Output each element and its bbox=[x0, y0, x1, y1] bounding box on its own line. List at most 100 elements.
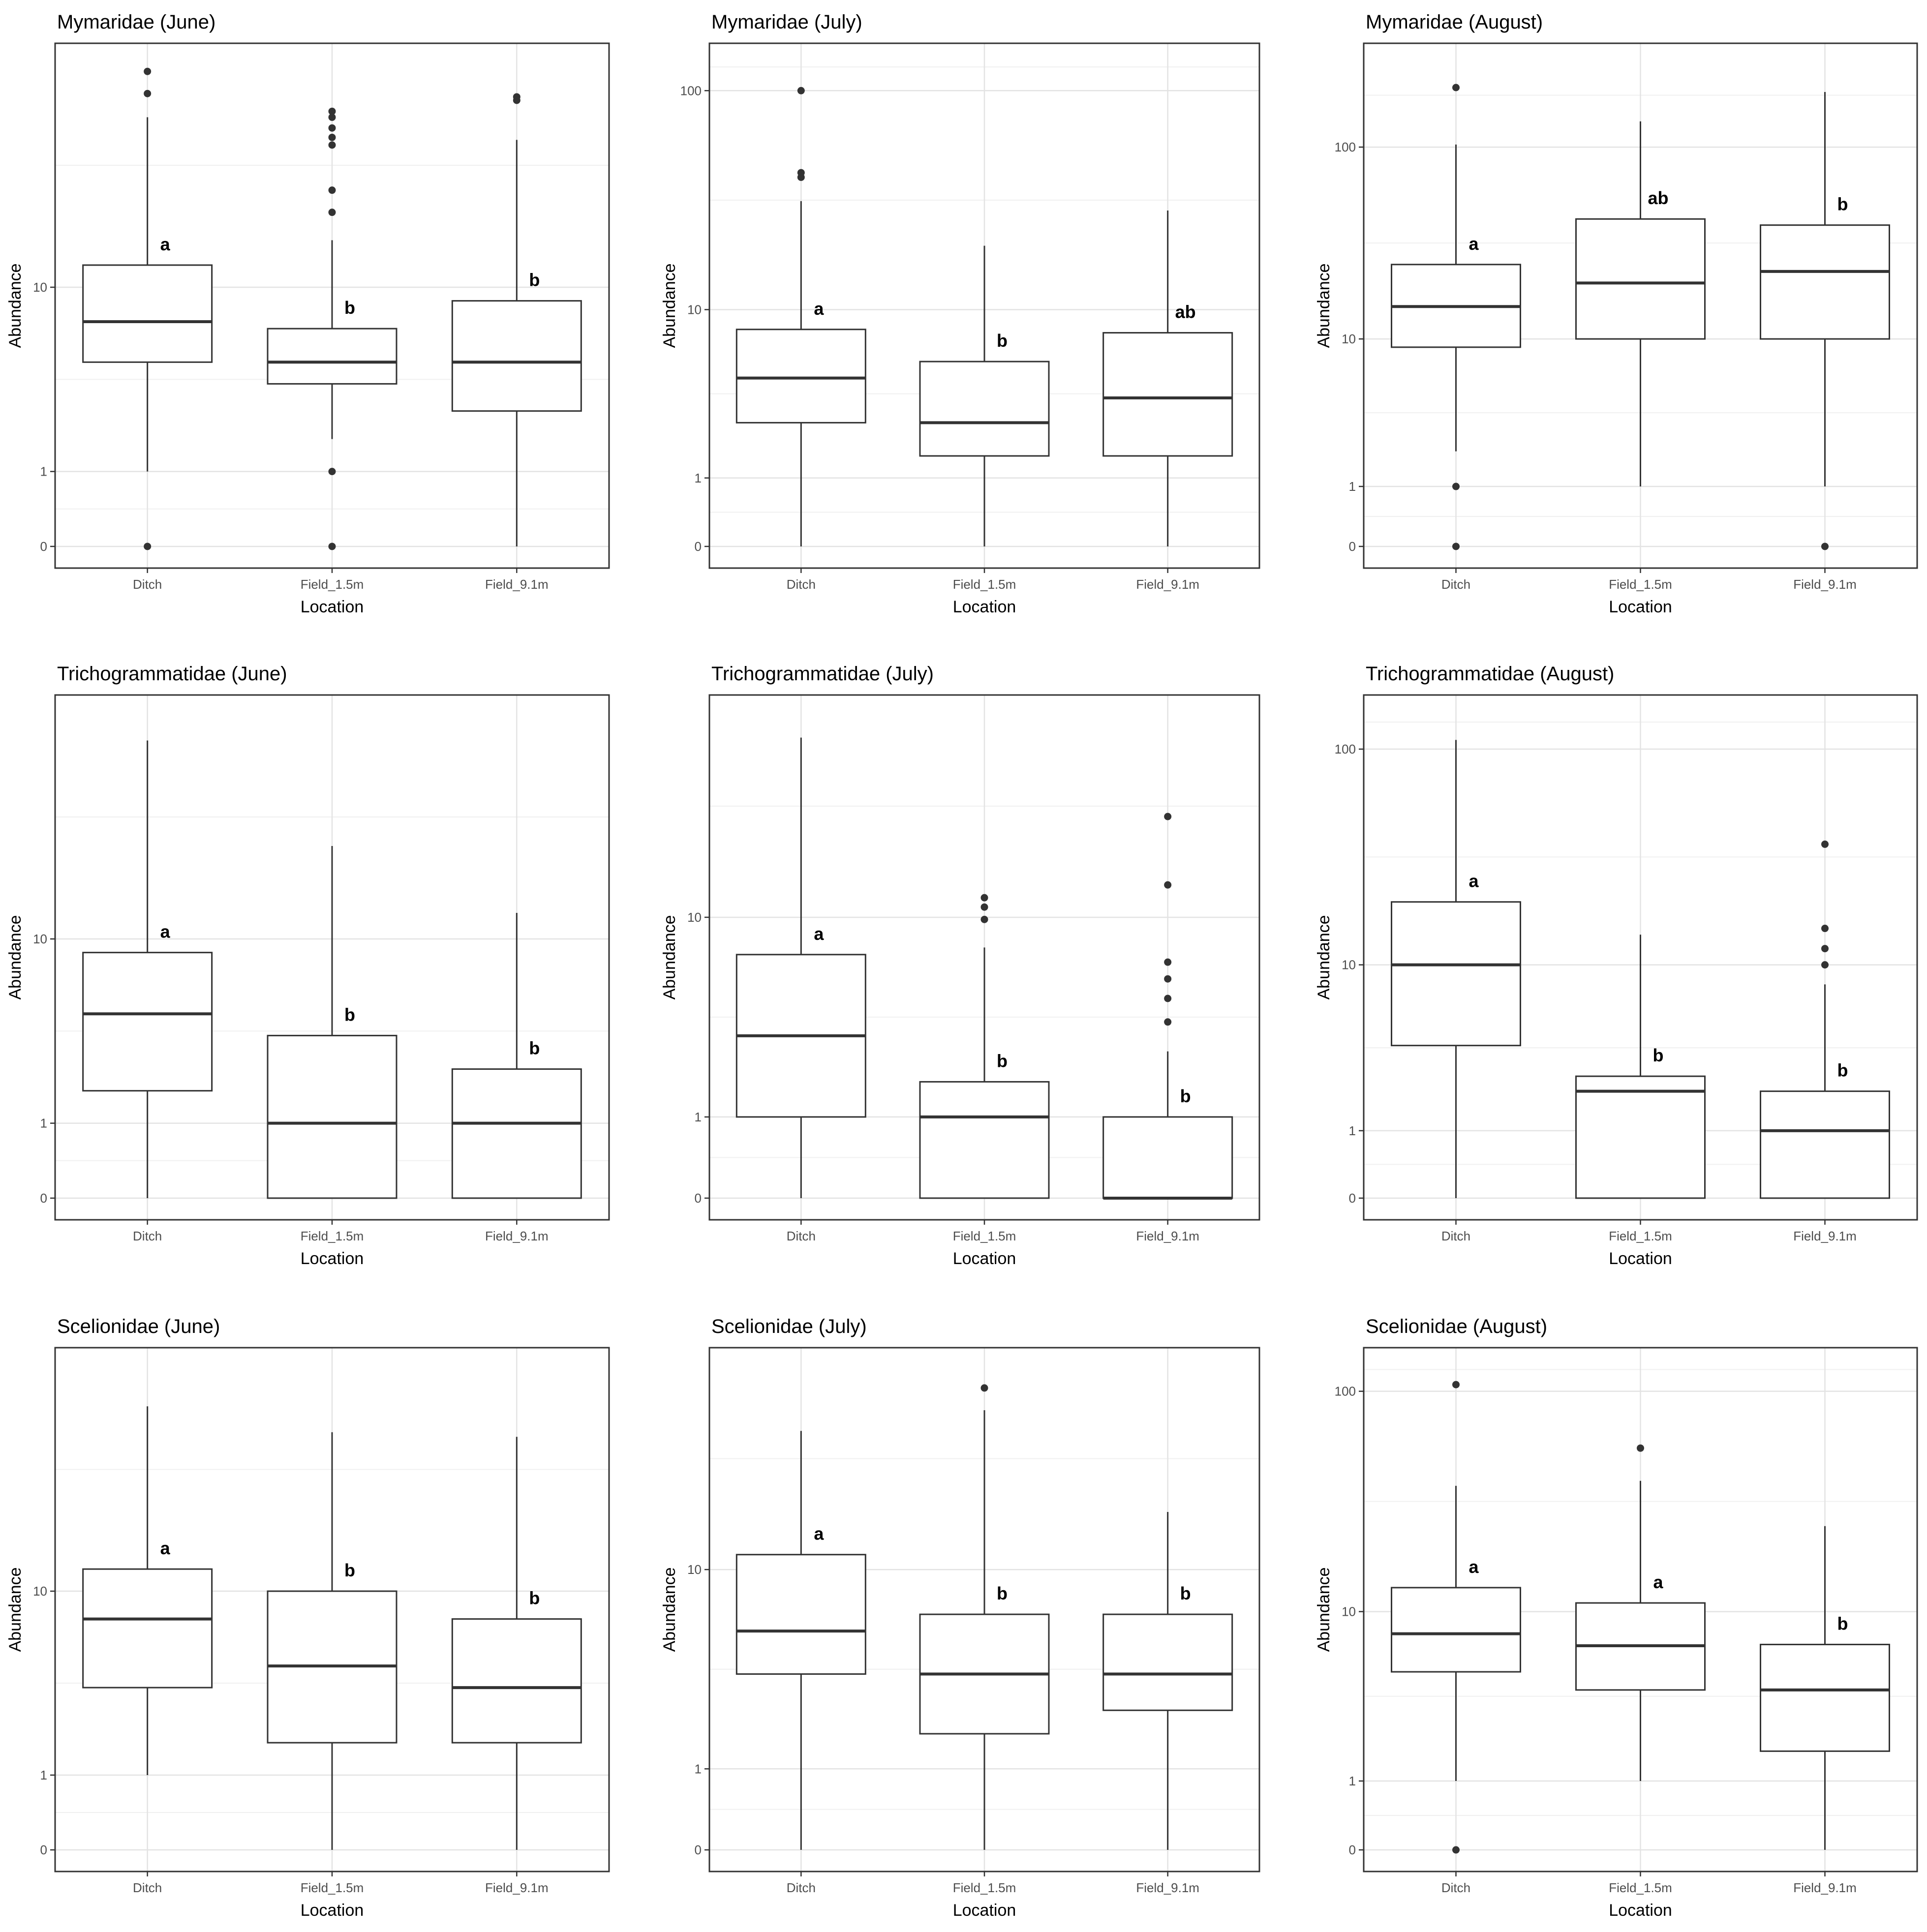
y-tick-label: 1 bbox=[40, 464, 47, 479]
y-tick-label: 1 bbox=[1349, 479, 1356, 494]
outlier-point bbox=[1821, 840, 1829, 848]
x-axis-title: Location bbox=[953, 598, 1016, 616]
outlier-point bbox=[1164, 1018, 1172, 1026]
significance-letter: b bbox=[344, 298, 355, 318]
panel-title: Trichogrammatidae (June) bbox=[57, 663, 287, 685]
y-tick-label: 1 bbox=[695, 471, 702, 485]
x-axis-title: Location bbox=[1609, 1249, 1672, 1268]
panel-trichogrammatidae-august: a b b 0 1 10 100 Ditch Field_1.5m Field_9.1m Trich… bbox=[1315, 663, 1918, 1268]
y-tick-label: 0 bbox=[1349, 1191, 1356, 1206]
outlier-point bbox=[797, 169, 805, 177]
iqr-box bbox=[451, 1618, 582, 1744]
outlier-point bbox=[1164, 995, 1172, 1002]
outlier-point bbox=[144, 67, 152, 75]
outlier-point bbox=[1164, 975, 1172, 983]
outlier-point bbox=[328, 107, 336, 115]
outlier-point bbox=[1821, 945, 1829, 953]
box-ditch: a bbox=[1391, 1381, 1521, 1854]
significance-letter: a bbox=[160, 234, 171, 254]
iqr-box bbox=[1102, 332, 1233, 457]
iqr-box bbox=[451, 300, 582, 412]
iqr-box bbox=[1760, 1090, 1890, 1199]
significance-letter: b bbox=[1837, 194, 1848, 214]
box-field-1-5m: b bbox=[267, 1432, 398, 1850]
significance-letter: b bbox=[1837, 1613, 1848, 1633]
x-tick-label: Field_1.5m bbox=[1609, 577, 1672, 592]
significance-letter: a bbox=[814, 1524, 824, 1544]
box-ditch: a bbox=[735, 1431, 866, 1850]
significance-letter: a bbox=[814, 299, 824, 319]
x-axis-title: Location bbox=[301, 1901, 364, 1920]
box-field-9-1m: ab bbox=[1102, 211, 1233, 546]
x-axis-title: Location bbox=[1609, 1901, 1672, 1920]
iqr-box bbox=[1575, 218, 1706, 340]
y-tick-label: 1 bbox=[1349, 1774, 1356, 1788]
iqr-box bbox=[1391, 1587, 1521, 1673]
x-tick-label: Field_9.1m bbox=[1793, 577, 1857, 592]
y-tick-label: 10 bbox=[33, 280, 47, 295]
significance-letter: a bbox=[160, 1538, 171, 1558]
significance-letter: b bbox=[1180, 1583, 1191, 1603]
outlier-point bbox=[144, 90, 152, 97]
outlier-point bbox=[1452, 1846, 1460, 1854]
panel-trichogrammatidae-july: a b b 0 1 10 Ditch Field_1.5m Field_9.1m Trichogr… bbox=[660, 663, 1260, 1268]
y-tick-label: 10 bbox=[1342, 1604, 1356, 1619]
y-axis-title: Abundance bbox=[660, 263, 679, 348]
x-tick-label: Field_9.1m bbox=[1793, 1880, 1857, 1895]
x-tick-label: Ditch bbox=[1441, 1229, 1470, 1243]
box-field-1-5m: b bbox=[1575, 935, 1706, 1199]
iqr-box bbox=[451, 1068, 582, 1199]
box-field-9-1m: b bbox=[1760, 91, 1890, 550]
outlier-point bbox=[980, 903, 988, 911]
box-field-9-1m: b bbox=[1760, 840, 1890, 1199]
significance-letter: b bbox=[529, 1038, 540, 1058]
significance-letter: a bbox=[1468, 1557, 1479, 1577]
panel-mymaridae-june: a b b 0 1 10 Ditch Field_1.5m Field_9.1m Mymarida… bbox=[6, 11, 610, 616]
x-axis-title: Location bbox=[1609, 598, 1672, 616]
x-tick-label: Ditch bbox=[787, 1880, 816, 1895]
outlier-point bbox=[1821, 925, 1829, 933]
outlier-point bbox=[328, 133, 336, 141]
outlier-point bbox=[1452, 543, 1460, 550]
significance-letter: a bbox=[814, 924, 824, 944]
significance-letter: a bbox=[160, 922, 171, 942]
significance-letter: b bbox=[1837, 1060, 1848, 1081]
outlier-point bbox=[328, 209, 336, 216]
y-axis-title: Abundance bbox=[6, 1567, 25, 1652]
x-tick-label: Field_9.1m bbox=[485, 1229, 549, 1243]
x-tick-label: Field_9.1m bbox=[485, 1880, 549, 1895]
y-tick-label: 1 bbox=[40, 1768, 47, 1782]
box-field-1-5m: b bbox=[267, 107, 398, 550]
y-tick-label: 10 bbox=[1342, 332, 1356, 346]
iqr-box bbox=[82, 1568, 213, 1689]
x-tick-label: Field_1.5m bbox=[1609, 1880, 1672, 1895]
outlier-point bbox=[1821, 961, 1829, 969]
outlier-point bbox=[980, 1384, 988, 1392]
box-ditch: a bbox=[82, 740, 213, 1198]
significance-letter: b bbox=[344, 1560, 355, 1580]
box-field-1-5m: a bbox=[1575, 1444, 1706, 1781]
x-tick-label: Field_1.5m bbox=[301, 1880, 364, 1895]
panel-title: Mymaridae (July) bbox=[711, 11, 862, 33]
iqr-box bbox=[267, 328, 398, 385]
x-tick-label: Field_1.5m bbox=[953, 577, 1016, 592]
box-field-1-5m: b bbox=[919, 894, 1050, 1199]
box-field-9-1m: b bbox=[451, 1437, 582, 1850]
y-tick-label: 0 bbox=[40, 539, 47, 554]
y-tick-label: 0 bbox=[695, 1842, 702, 1857]
box-ditch: a bbox=[1391, 740, 1521, 1198]
outlier-point bbox=[328, 186, 336, 194]
box-field-9-1m: b bbox=[1102, 1512, 1233, 1850]
panel-scelionidae-august: a a b 0 1 10 100 Ditch Field_1.5m Field_9.1m Sceli… bbox=[1315, 1316, 1918, 1920]
outlier-point bbox=[797, 87, 805, 94]
y-tick-label: 100 bbox=[1335, 140, 1356, 154]
box-field-1-5m: ab bbox=[1575, 121, 1706, 487]
outlier-point bbox=[328, 468, 336, 476]
significance-letter: b bbox=[529, 1588, 540, 1608]
iqr-box bbox=[1760, 1643, 1890, 1752]
iqr-box bbox=[735, 1554, 866, 1675]
significance-letter: b bbox=[997, 1051, 1008, 1071]
x-tick-label: Ditch bbox=[787, 577, 816, 592]
panel-title: Scelionidae (June) bbox=[57, 1316, 220, 1337]
